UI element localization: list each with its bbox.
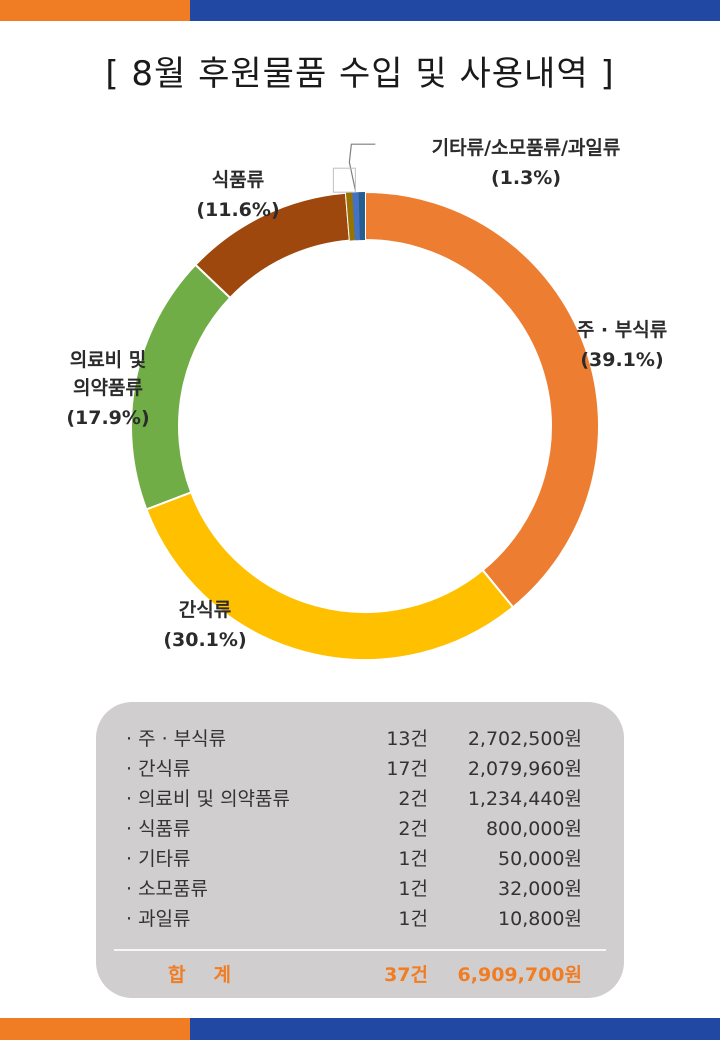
slice-percent-label: (39.1%) (580, 349, 663, 371)
row-amount: 10,800원 (498, 908, 582, 930)
donut-slice (130, 263, 232, 511)
summary-row: · 소모품류 1건 32,000원 (96, 874, 624, 904)
row-amount: 2,079,960원 (467, 758, 582, 780)
summary-table: · 주 · 부식류 13건 2,702,500원 · 간식류 17건 2,079,960원… (96, 702, 624, 998)
row-count: 13건 (386, 728, 428, 750)
slice-percent-label: (30.1%) (163, 629, 246, 651)
summary-total-row: 합계 37건 6,909,700원 (96, 960, 624, 990)
row-count: 1건 (398, 908, 428, 930)
donut-chart: 주 · 부식류 (39.1%) 간식류 (30.1%) 의료비 및 의약품류 (17.9%)… (66, 137, 667, 661)
summary-row: · 의료비 및 의약품류 2건 1,234,440원 (96, 784, 624, 814)
summary-row: · 주 · 부식류 13건 2,702,500원 (96, 724, 624, 754)
bottom-bar-orange (0, 1018, 190, 1040)
slice-percent-label: (1.3%) (491, 167, 561, 189)
row-name: · 기타류 (126, 848, 191, 870)
page-title: [ 8월 후원물품 수입 및 사용내역 ] (105, 54, 615, 94)
summary-row: · 간식류 17건 2,079,960원 (96, 754, 624, 784)
small-slice-callout-box (332, 167, 356, 193)
row-count: 17건 (386, 758, 428, 780)
row-name: · 주 · 부식류 (126, 728, 227, 750)
total-label: 합계 (168, 964, 259, 986)
total-count: 37건 (384, 964, 428, 986)
row-amount: 1,234,440원 (467, 788, 582, 810)
row-count: 1건 (398, 878, 428, 900)
top-bar-blue (190, 0, 720, 21)
row-amount: 50,000원 (498, 848, 582, 870)
slice-label: 의료비 및 의약품류 (70, 349, 147, 399)
slice-percent-label: (17.9%) (66, 407, 149, 429)
row-amount: 800,000원 (485, 818, 582, 840)
row-name: · 식품류 (126, 818, 191, 840)
summary-divider (114, 949, 606, 951)
row-count: 2건 (398, 818, 428, 840)
bottom-accent-bar (0, 1018, 720, 1040)
donut-slice-stripe (345, 192, 355, 241)
summary-row: · 식품류 2건 800,000원 (96, 814, 624, 844)
row-amount: 32,000원 (498, 878, 582, 900)
slice-label: 주 · 부식류 (577, 319, 667, 341)
row-count: 1건 (398, 848, 428, 870)
donut-slice-stripe (352, 192, 360, 241)
total-amount: 6,909,700원 (457, 964, 582, 986)
slice-percent-label: (11.6%) (196, 199, 279, 221)
top-accent-bar (0, 0, 720, 21)
bottom-bar-blue (190, 1018, 720, 1040)
donut-slice-stripe (358, 192, 365, 241)
row-name: · 과일류 (126, 908, 191, 930)
donut-slice (364, 190, 600, 609)
leader-line (348, 143, 376, 191)
summary-row: · 기타류 1건 50,000원 (96, 844, 624, 874)
row-count: 2건 (398, 788, 428, 810)
row-name: · 의료비 및 의약품류 (126, 788, 290, 810)
slice-label: 식품류 (212, 169, 264, 191)
slice-label: 기타류/소모품류/과일류 (432, 137, 621, 159)
slice-label: 간식류 (179, 599, 231, 621)
row-name: · 소모품류 (126, 878, 208, 900)
summary-row: · 과일류 1건 10,800원 (96, 904, 624, 934)
row-name: · 간식류 (126, 758, 191, 780)
top-bar-orange (0, 0, 190, 21)
row-amount: 2,702,500원 (467, 728, 582, 750)
